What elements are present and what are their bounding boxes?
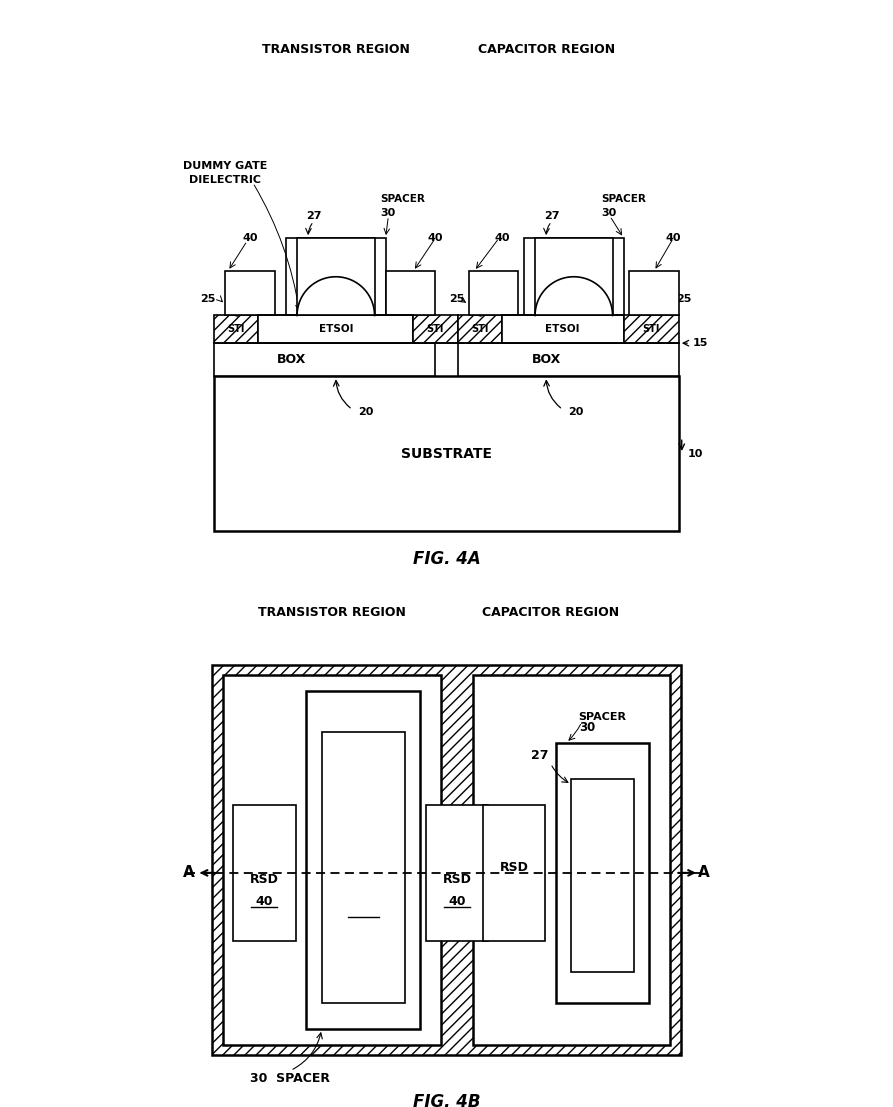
Bar [297, 238, 374, 315]
Text: 40: 40 [665, 232, 681, 244]
Text: RSD: RSD [500, 861, 529, 875]
Text: SPACER: SPACER [602, 194, 647, 205]
Text: GATE: GATE [319, 284, 353, 297]
Bar [214, 315, 258, 343]
Text: 40: 40 [647, 302, 662, 312]
Text: STI: STI [643, 324, 660, 334]
Text: 20: 20 [568, 407, 584, 417]
Bar [286, 238, 386, 315]
Bar [630, 271, 679, 315]
Text: 30: 30 [602, 208, 617, 218]
Bar [457, 343, 679, 376]
Text: RSD: RSD [641, 288, 667, 299]
Bar [306, 691, 421, 1030]
Text: SUBSTRATE: SUBSTRATE [401, 447, 492, 461]
Bar [469, 271, 519, 315]
Text: 20: 20 [358, 407, 373, 417]
Text: RSD: RSD [397, 288, 423, 299]
Bar [222, 675, 441, 1045]
Bar [426, 805, 488, 941]
Text: ETSOI: ETSOI [319, 324, 353, 334]
Bar [502, 315, 623, 343]
Text: 27: 27 [306, 210, 321, 221]
Text: FIG. 4B: FIG. 4B [413, 1093, 480, 1107]
Text: 30: 30 [380, 208, 396, 218]
Bar [572, 779, 634, 972]
Bar [457, 315, 502, 343]
Text: A: A [183, 866, 195, 880]
Text: DUMMY GATE: DUMMY GATE [183, 161, 267, 172]
Text: 30  SPACER: 30 SPACER [250, 1072, 330, 1085]
Text: DIELECTRIC: DIELECTRIC [189, 175, 261, 185]
Text: DUMMY: DUMMY [310, 265, 362, 278]
Text: 40: 40 [428, 232, 443, 244]
Text: CAPACITOR REGION: CAPACITOR REGION [478, 43, 614, 56]
Bar [535, 238, 613, 315]
Text: 27: 27 [544, 210, 559, 221]
Text: GATE: GATE [585, 871, 621, 884]
Text: 25: 25 [449, 293, 464, 304]
Bar [413, 315, 457, 343]
Text: 40: 40 [226, 302, 241, 312]
Bar [386, 271, 436, 315]
Text: 40: 40 [404, 302, 418, 312]
Text: DUMMY: DUMMY [337, 815, 390, 827]
Text: 40: 40 [494, 232, 510, 244]
Text: ETSOI: ETSOI [546, 324, 580, 334]
Bar [213, 664, 680, 1055]
Bar [321, 733, 405, 1003]
Text: DUMMY: DUMMY [576, 840, 630, 853]
Text: STI: STI [471, 324, 488, 334]
Bar [214, 343, 436, 376]
Bar [258, 315, 413, 343]
Text: 40: 40 [448, 894, 465, 908]
Text: RSD: RSD [238, 288, 263, 299]
Text: DUMMY: DUMMY [548, 265, 599, 278]
Text: SPACER: SPACER [579, 712, 627, 722]
Text: 25: 25 [676, 293, 691, 304]
Bar [233, 805, 296, 941]
Text: 40: 40 [470, 302, 484, 312]
Bar [623, 315, 679, 343]
Text: BOX: BOX [277, 353, 306, 366]
Text: 40: 40 [242, 232, 258, 244]
Text: 40: 40 [255, 894, 273, 908]
Text: RSD: RSD [442, 872, 472, 886]
Text: TRANSISTOR REGION: TRANSISTOR REGION [258, 607, 406, 619]
Text: SPACER: SPACER [380, 194, 425, 205]
Bar [524, 238, 623, 315]
Text: 25: 25 [200, 293, 215, 304]
Text: TRANSISTOR REGION: TRANSISTOR REGION [262, 43, 410, 56]
Bar [225, 271, 275, 315]
Text: BOX: BOX [531, 353, 561, 366]
Text: STI: STI [228, 324, 245, 334]
Text: 15: 15 [693, 338, 708, 349]
Text: 27: 27 [355, 903, 372, 915]
Text: A: A [698, 866, 710, 880]
Text: FIG. 4A: FIG. 4A [413, 550, 480, 568]
Text: 27: 27 [531, 749, 549, 763]
Text: RSD: RSD [250, 872, 279, 886]
Bar [483, 805, 546, 941]
Bar [555, 743, 649, 1003]
Text: GATE: GATE [556, 284, 591, 297]
Bar [214, 376, 679, 531]
Text: STI: STI [427, 324, 444, 334]
Bar [472, 675, 671, 1045]
Text: CAPACITOR REGION: CAPACITOR REGION [482, 607, 619, 619]
Text: 10: 10 [688, 448, 703, 459]
Text: GATE: GATE [346, 846, 381, 859]
Text: RSD: RSD [480, 288, 506, 299]
Text: 30: 30 [579, 721, 595, 734]
